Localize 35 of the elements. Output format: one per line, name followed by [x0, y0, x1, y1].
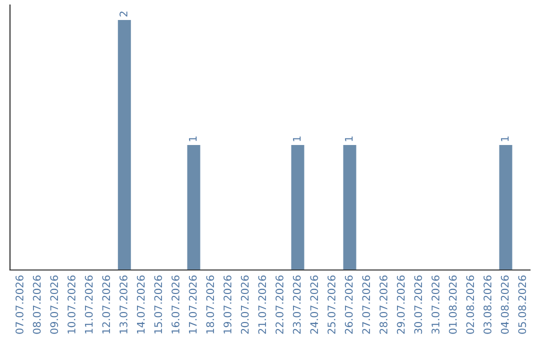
x-tick-label: 09.07.2026 [50, 276, 58, 334]
x-tick-label: 14.07.2026 [136, 276, 145, 334]
x-tick-label: 24.07.2026 [310, 276, 318, 334]
x-tick-label: 26.07.2026 [344, 276, 353, 334]
x-tick-label: 15.07.2026 [154, 276, 162, 334]
x-tick-label: 02.08.2026 [466, 276, 474, 334]
x-tick-label: 03.08.2026 [484, 276, 492, 334]
x-tick-label: 01.08.2026 [448, 276, 457, 334]
x-tick-label: 25.07.2026 [328, 276, 336, 334]
x-tick-label: 10.07.2026 [68, 276, 76, 334]
data-label: 1 [293, 136, 301, 142]
x-tick-label: 13.07.2026 [120, 276, 128, 334]
x-tick-label: 29.07.2026 [396, 276, 405, 334]
x-tick-label: 27.07.2026 [362, 276, 370, 334]
x-tick-label: 17.07.2026 [188, 276, 197, 334]
data-label: 2 [120, 12, 128, 16]
x-tick-label: 16.07.2026 [172, 276, 180, 334]
x-tick-label: 08.07.2026 [32, 276, 41, 334]
x-tick-label: 07.07.2026 [16, 276, 24, 334]
data-label: 1 [189, 136, 197, 142]
x-tick-label: 19.07.2026 [224, 276, 232, 334]
x-tick-label: 20.07.2026 [240, 276, 249, 334]
x-tick-label: 31.07.2026 [432, 276, 440, 334]
x-tick-label: 12.07.2026 [102, 276, 110, 334]
x-tick-label: 28.07.2026 [380, 276, 388, 334]
x-tick-label: 05.08.2026 [518, 276, 526, 334]
data-label: 1 [345, 136, 353, 142]
x-tick-label: 11.07.2026 [84, 276, 93, 334]
x-tick-label: 30.07.2026 [414, 276, 422, 334]
x-tick-label: 18.07.2026 [206, 276, 214, 334]
x-tick-label: 21.07.2026 [258, 276, 266, 334]
x-tick-label: 23.07.2026 [292, 276, 301, 334]
x-tick-label: 04.08.2026 [500, 276, 509, 334]
x-tick-label: 22.07.2026 [276, 276, 284, 334]
data-label: 1 [501, 136, 509, 142]
